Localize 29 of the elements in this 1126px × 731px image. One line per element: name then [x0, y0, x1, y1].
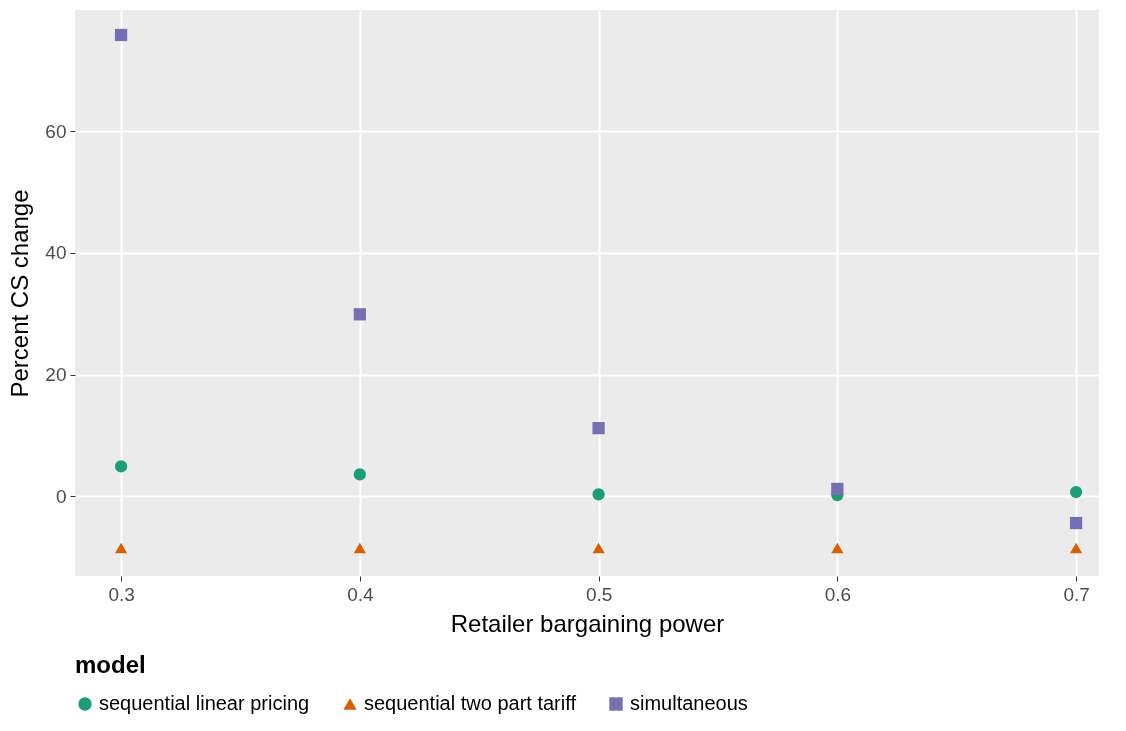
y-tick-label: 20 [45, 364, 67, 386]
point [1069, 542, 1083, 554]
point [353, 468, 366, 481]
point [353, 308, 366, 321]
x-axis-title: Retailer bargaining power [450, 609, 725, 637]
point [1069, 516, 1083, 530]
point [114, 460, 128, 473]
point [592, 488, 605, 501]
point [831, 482, 844, 496]
y-tick-label: 60 [45, 120, 67, 142]
point [114, 542, 128, 554]
point [353, 542, 366, 554]
x-tick-label: 0.7 [1063, 583, 1090, 605]
y-tick-label: 40 [45, 242, 67, 264]
point [592, 421, 605, 435]
x-tick-label: 0.6 [824, 583, 852, 605]
legend-label: simultaneous [630, 692, 748, 714]
point [1069, 485, 1083, 499]
legend-label: sequential two part tariff [364, 692, 577, 714]
point [831, 542, 844, 554]
legend-title: model [75, 651, 146, 678]
x-tick-label: 0.4 [347, 583, 374, 605]
x-tick-label: 0.5 [585, 583, 613, 605]
legend-label: sequential linear pricing [99, 692, 310, 714]
point [114, 28, 128, 42]
point [592, 542, 605, 554]
y-axis-title: Percent CS change [6, 189, 34, 398]
y-tick-label: 0 [55, 485, 67, 507]
x-tick-label: 0.3 [108, 583, 135, 605]
